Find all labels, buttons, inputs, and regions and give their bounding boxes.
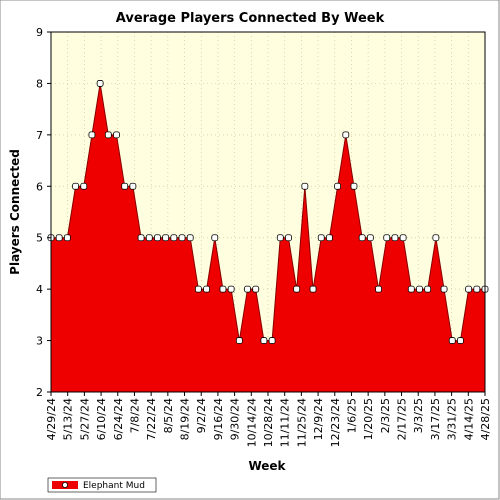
x-tick-label: 12/23/24	[329, 398, 342, 447]
data-point	[252, 285, 260, 293]
data-point	[80, 182, 88, 190]
data-point	[178, 234, 186, 242]
data-point	[416, 285, 423, 293]
x-tick-label: 9/30/24	[229, 398, 242, 440]
data-point	[88, 131, 96, 139]
data-point	[268, 337, 276, 344]
x-tick-label: 5/13/24	[62, 398, 75, 440]
data-point	[235, 337, 243, 344]
data-point	[317, 234, 325, 242]
data-point	[326, 234, 333, 242]
data-point	[473, 285, 481, 293]
data-point	[186, 234, 194, 242]
data-point	[375, 285, 382, 293]
y-tick-label: 8	[36, 77, 43, 90]
data-point	[391, 234, 399, 242]
data-point	[334, 182, 342, 190]
x-tick-label: 6/10/24	[95, 398, 108, 440]
data-point	[194, 285, 202, 293]
x-tick-label: 1/20/25	[362, 398, 375, 440]
data-point	[203, 285, 210, 293]
data-point	[383, 234, 391, 242]
y-tick-label: 4	[36, 283, 43, 296]
data-point	[309, 285, 317, 293]
x-tick-label: 7/8/24	[128, 398, 141, 433]
data-point	[137, 234, 145, 242]
y-axis-ticks: 2 3 4 5 6 7 8 9	[36, 26, 51, 399]
data-point	[260, 337, 268, 344]
data-point	[227, 285, 235, 293]
x-tick-label: 2/17/25	[396, 398, 409, 440]
data-point	[276, 234, 284, 242]
x-tick-label: 4/28/25	[479, 398, 492, 440]
data-point	[170, 234, 178, 242]
legend: Elephant Mud	[47, 477, 157, 493]
data-point	[154, 234, 161, 242]
data-point	[432, 234, 440, 242]
x-tick-label: 9/16/24	[212, 398, 225, 440]
data-point	[121, 182, 129, 190]
data-point	[211, 234, 219, 242]
x-tick-label: 8/19/24	[179, 398, 192, 440]
x-tick-label: 7/22/24	[145, 398, 158, 440]
x-tick-label: 11/11/24	[279, 398, 292, 447]
data-point	[145, 234, 153, 242]
x-tick-label: 1/6/25	[345, 398, 358, 433]
data-point	[104, 131, 112, 139]
series-points	[47, 80, 489, 344]
chart-title: Average Players Connected By Week	[116, 11, 385, 26]
data-point	[113, 131, 120, 139]
x-tick-label: 2/3/25	[379, 398, 392, 433]
data-point	[55, 234, 63, 242]
data-point	[162, 234, 170, 242]
x-tick-label: 4/29/24	[45, 398, 58, 440]
x-axis-label: Week	[248, 459, 286, 473]
x-tick-label: 3/31/25	[446, 398, 459, 440]
data-point	[448, 337, 456, 344]
data-point	[129, 182, 137, 190]
x-tick-label: 10/14/24	[245, 398, 258, 447]
data-point	[285, 234, 292, 242]
x-tick-label: 9/2/24	[195, 398, 208, 433]
x-tick-label: 11/25/24	[295, 398, 308, 447]
y-tick-label: 5	[36, 232, 43, 245]
data-point	[342, 131, 350, 139]
legend-marker	[62, 481, 69, 488]
x-tick-label: 5/27/24	[78, 398, 91, 440]
x-tick-label: 3/17/25	[429, 398, 442, 440]
y-tick-label: 9	[36, 26, 43, 39]
y-tick-label: 6	[36, 180, 43, 193]
data-point	[72, 182, 79, 190]
x-tick-label: 12/9/24	[312, 398, 325, 440]
data-point	[424, 285, 432, 293]
series-area	[51, 83, 485, 392]
data-point	[301, 182, 309, 190]
x-tick-label: 6/24/24	[112, 398, 125, 440]
data-point	[244, 285, 251, 293]
data-point	[219, 285, 227, 293]
data-point	[465, 285, 473, 293]
data-point	[96, 80, 104, 87]
y-tick-label: 3	[36, 335, 43, 348]
x-tick-label: 3/3/25	[412, 398, 425, 433]
data-point	[358, 234, 366, 242]
data-point	[407, 285, 415, 293]
data-point	[63, 234, 71, 242]
y-tick-label: 7	[36, 129, 43, 142]
data-point	[293, 285, 301, 293]
x-tick-label: 10/28/24	[262, 398, 275, 447]
legend-label: Elephant Mud	[83, 481, 145, 491]
data-point	[440, 285, 448, 293]
x-axis-ticks: 4/29/24 5/13/24 5/27/24 6/10/24 6/24/24 7/8/2…	[45, 392, 492, 447]
data-point	[366, 234, 374, 242]
y-axis-label: Players Connected	[8, 149, 22, 275]
data-point	[350, 182, 358, 190]
y-tick-label: 2	[36, 386, 43, 399]
x-tick-label: 8/5/24	[162, 398, 175, 433]
data-point	[457, 337, 464, 344]
data-point	[399, 234, 407, 242]
x-tick-label: 4/14/25	[462, 398, 475, 440]
